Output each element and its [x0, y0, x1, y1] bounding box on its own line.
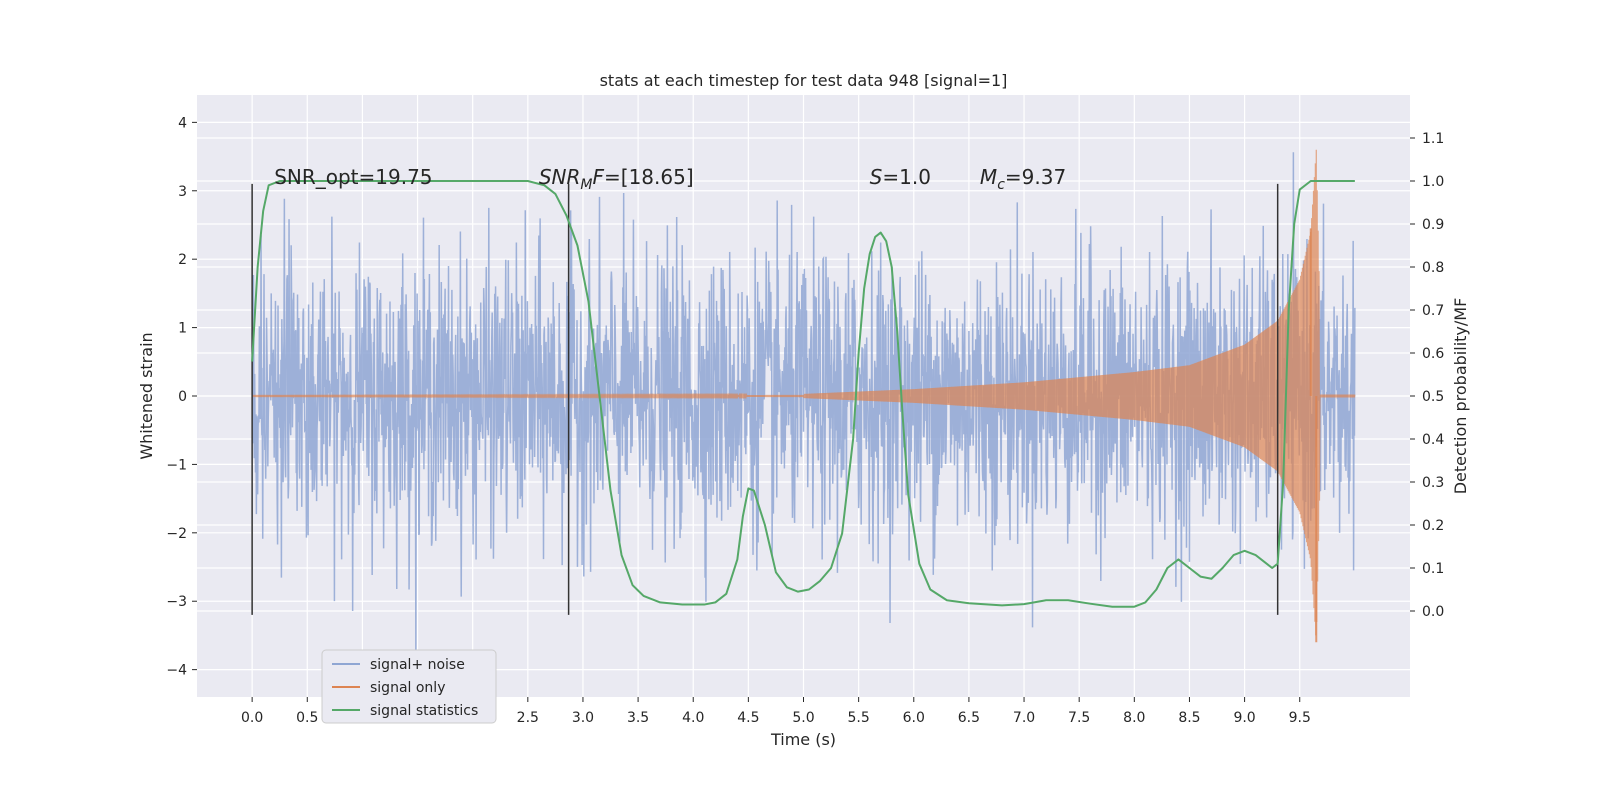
y2-tick-label: 1.0: [1422, 174, 1444, 190]
x-tick-label: 4.0: [682, 710, 704, 726]
y-axis-ticks: −4 −3 −2 −1 0 1 2 3 4: [166, 115, 197, 679]
y2-tick-label: 0.2: [1422, 518, 1444, 534]
y-tick-label: 2: [178, 252, 187, 268]
legend-label-signal-only: signal only: [370, 680, 445, 696]
y2-tick-label: 0.1: [1422, 561, 1444, 577]
y-tick-label: −1: [166, 457, 187, 473]
x-tick-label: 5.5: [848, 710, 870, 726]
x-tick-label: 5.0: [792, 710, 814, 726]
x-tick-label: 3.5: [627, 710, 649, 726]
x-tick-label: 7.0: [1013, 710, 1035, 726]
x-tick-label: 2.5: [517, 710, 539, 726]
y2-tick-label: 0.9: [1422, 217, 1444, 233]
y2-tick-label: 0.0: [1422, 604, 1444, 620]
y-tick-label: −4: [166, 663, 187, 679]
series-signal-plus-noise: [251, 152, 1356, 654]
x-tick-label: 6.5: [958, 710, 980, 726]
y2-tick-label: 0.4: [1422, 432, 1444, 448]
statistics-line: [251, 180, 1355, 608]
y-axis-label: Whitened strain: [137, 332, 156, 459]
y2-tick-label: 0.8: [1422, 260, 1444, 276]
y2-tick-label: 0.6: [1422, 346, 1444, 362]
legend-label-signal-statistics: signal statistics: [370, 703, 478, 719]
legend-label-signal-plus-noise: signal+ noise: [370, 657, 465, 673]
x-tick-label: 0.5: [296, 710, 318, 726]
series-signal-statistics: [251, 180, 1355, 608]
annotation-2: S=1.0: [870, 165, 931, 189]
vertical-markers: [251, 183, 1279, 615]
x-tick-label: 7.5: [1068, 710, 1090, 726]
y-tick-label: 1: [178, 321, 187, 337]
x-tick-label: 4.5: [737, 710, 759, 726]
x-tick-label: 9.0: [1233, 710, 1255, 726]
x-tick-label: 9.5: [1289, 710, 1311, 726]
y2-tick-label: 1.1: [1422, 131, 1444, 147]
y2-tick-label: 0.5: [1422, 389, 1444, 405]
annotation-1: SNRMF=[18.65]: [539, 165, 694, 193]
chart-title: stats at each timestep for test data 948…: [600, 71, 1008, 90]
y2-tick-label: 0.3: [1422, 475, 1444, 491]
annotations: SNR_opt=19.75 SNRMF=[18.65] S=1.0 Mc=9.37: [274, 165, 1066, 193]
x-tick-label: 8.5: [1178, 710, 1200, 726]
y-tick-label: −3: [166, 594, 187, 610]
y-tick-label: −2: [166, 526, 187, 542]
y-tick-label: 3: [178, 184, 187, 200]
y2-tick-label: 0.7: [1422, 303, 1444, 319]
y2-axis-label: Detection probability/MF: [1451, 298, 1470, 495]
x-axis-label: Time (s): [770, 730, 836, 749]
y2-axis-ticks: 0.0 0.1 0.2 0.3 0.4 0.5 0.6 0.7 0.8 0.9 1.0 1.1: [1410, 131, 1444, 620]
x-tick-label: 3.0: [572, 710, 594, 726]
annotation-3: Mc=9.37: [980, 165, 1066, 193]
y-tick-label: 4: [178, 115, 187, 131]
signal-line: [251, 149, 1356, 636]
legend: signal+ noise signal only signal statist…: [321, 649, 497, 724]
y-tick-label: 0: [178, 389, 187, 405]
x-tick-label: 8.0: [1123, 710, 1145, 726]
annotation-0: SNR_opt=19.75: [274, 165, 432, 189]
x-tick-label: 6.0: [903, 710, 925, 726]
legend-box: [321, 649, 497, 724]
noise-line: [251, 152, 1356, 654]
series-signal-only: [251, 149, 1356, 643]
x-tick-label: 0.0: [241, 710, 263, 726]
